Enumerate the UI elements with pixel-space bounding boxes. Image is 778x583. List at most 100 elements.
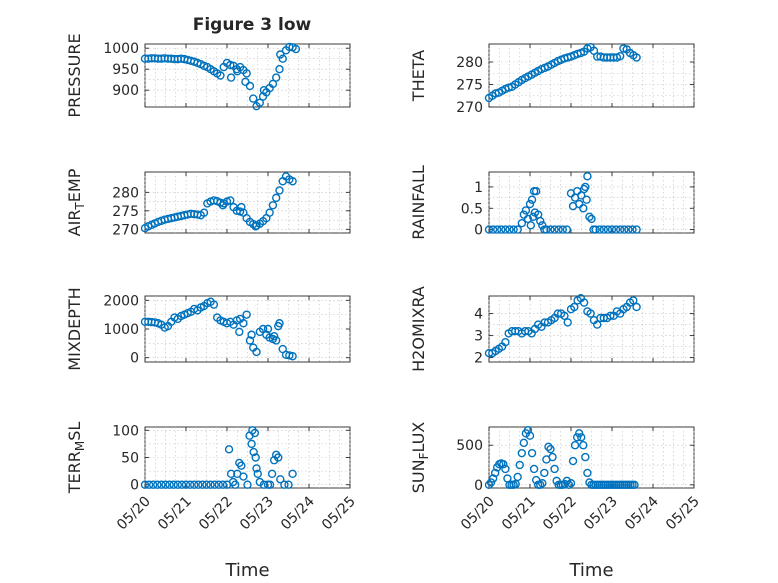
- data-point-rainfall: [562, 225, 572, 234]
- y-tick-label: 275: [456, 78, 483, 94]
- figure-title: Figure 3 low: [193, 15, 312, 35]
- data-point-mixdepth: [272, 336, 281, 345]
- y-tick-label: 100: [112, 423, 139, 439]
- data-point-sun_flux: [575, 429, 584, 438]
- data-point-rainfall: [525, 199, 535, 209]
- panel-pressure: 900 950 1000 PRESSURE: [65, 33, 351, 118]
- data-point-rainfall: [628, 225, 637, 234]
- panel-terr_msl: 05/20 05/21 05/22 05/23 05/24 05/25 0 50 100 TERR…: [65, 422, 359, 581]
- data-point-rainfall: [488, 225, 498, 234]
- data-point-pressure: [226, 60, 235, 70]
- x-tick-label: 05/25: [663, 494, 703, 534]
- data-point-terr_msl: [230, 480, 240, 489]
- data-point-terr_msl: [276, 475, 285, 484]
- x-tick-label: 05/24: [622, 493, 662, 533]
- data-point-rainfall: [620, 225, 629, 234]
- data-point-pressure: [226, 73, 236, 82]
- data-point-pressure: [259, 85, 269, 95]
- data-point-theta: [632, 53, 641, 62]
- x-tick-label: 05/23: [581, 494, 621, 534]
- data-point-terr_msl: [274, 453, 283, 462]
- data-point-mixdepth: [239, 319, 248, 328]
- data-point-terr_msl: [194, 480, 203, 489]
- data-point-pressure: [278, 54, 287, 63]
- data-point-terr_msl: [284, 480, 293, 489]
- data-point-pressure: [268, 79, 278, 89]
- y-tick-label: 900: [112, 83, 139, 99]
- data-point-terr_msl: [144, 480, 154, 489]
- y-tick-label: 0: [130, 478, 139, 494]
- data-point-sun_flux: [515, 460, 524, 470]
- data-point-rainfall: [536, 216, 545, 226]
- y-tick-label: 1: [474, 180, 483, 196]
- data-point-terr_msl: [169, 480, 178, 489]
- x-tick-label: 05/22: [196, 494, 236, 534]
- data-point-pressure: [255, 98, 264, 108]
- data-point-sun_flux: [540, 468, 549, 478]
- y-tick-label: 270: [456, 100, 483, 116]
- y-tick-label: 2: [474, 351, 483, 367]
- y-tick-label: 280: [456, 55, 483, 71]
- y-tick-label: 280: [112, 185, 139, 201]
- data-point-pressure: [276, 50, 285, 59]
- data-point-terr_msl: [239, 472, 248, 481]
- data-point-sun_flux: [566, 479, 576, 488]
- data-point-terr_msl: [140, 480, 150, 489]
- y-axis-label: TERRMSL: [65, 422, 87, 495]
- data-point-mixdepth: [274, 321, 283, 331]
- data-point-sun_flux: [579, 441, 588, 450]
- data-point-rainfall: [542, 225, 551, 234]
- data-point-h2omixra: [563, 318, 572, 327]
- data-point-terr_msl: [165, 480, 174, 489]
- data-point-rainfall: [581, 182, 590, 192]
- data-point-pressure: [216, 71, 225, 80]
- data-point-rainfall: [509, 225, 518, 234]
- data-point-sun_flux: [568, 456, 578, 466]
- data-point-rainfall: [616, 225, 625, 234]
- data-point-rainfall: [527, 195, 537, 204]
- data-point-rainfall: [554, 225, 563, 234]
- data-point-rainfall: [558, 225, 567, 234]
- y-tick-label: 50: [121, 451, 139, 467]
- data-point-air_temp: [199, 208, 209, 217]
- data-point-mixdepth: [242, 310, 251, 319]
- data-point-rainfall: [587, 214, 596, 224]
- data-point-air_temp: [272, 193, 281, 203]
- data-point-rainfall: [607, 225, 617, 234]
- data-point-mixdepth: [252, 347, 261, 357]
- data-point-terr_msl: [224, 445, 234, 454]
- y-tick-label: 275: [112, 204, 139, 220]
- data-point-h2omixra: [632, 302, 641, 312]
- data-point-sun_flux: [486, 478, 496, 487]
- data-point-sun_flux: [581, 452, 590, 462]
- data-point-sun_flux: [525, 431, 535, 440]
- y-tick-label: 1000: [103, 322, 139, 338]
- data-point-sun_flux: [550, 464, 559, 474]
- y-tick-label: 0: [130, 351, 139, 367]
- data-point-sun_flux: [570, 441, 580, 450]
- data-point-sun_flux: [562, 476, 572, 486]
- data-point-terr_msl: [198, 480, 207, 489]
- y-tick-label: 0.5: [461, 201, 483, 217]
- panel-theta: 270 275 280 THETA: [409, 42, 695, 116]
- data-point-h2omixra: [593, 320, 602, 329]
- y-tick-label: 1000: [103, 41, 139, 57]
- data-point-terr_msl: [249, 447, 258, 457]
- x-tick-label: 05/20: [458, 494, 498, 534]
- y-axis-label: THETA: [409, 50, 428, 102]
- data-point-h2omixra: [570, 302, 579, 312]
- data-point-rainfall: [591, 225, 600, 234]
- data-point-terr_msl: [177, 480, 187, 489]
- data-point-sun_flux: [523, 425, 533, 435]
- y-axis-label: H2OMIXRA: [409, 286, 428, 372]
- y-axis-label: AIRTEMP: [65, 168, 87, 236]
- data-point-rainfall: [582, 195, 591, 204]
- data-point-terr_msl: [148, 480, 158, 489]
- y-tick-label: 950: [112, 62, 139, 78]
- data-point-sun_flux: [583, 468, 592, 478]
- data-point-air_temp: [237, 202, 246, 212]
- data-point-rainfall: [611, 225, 621, 234]
